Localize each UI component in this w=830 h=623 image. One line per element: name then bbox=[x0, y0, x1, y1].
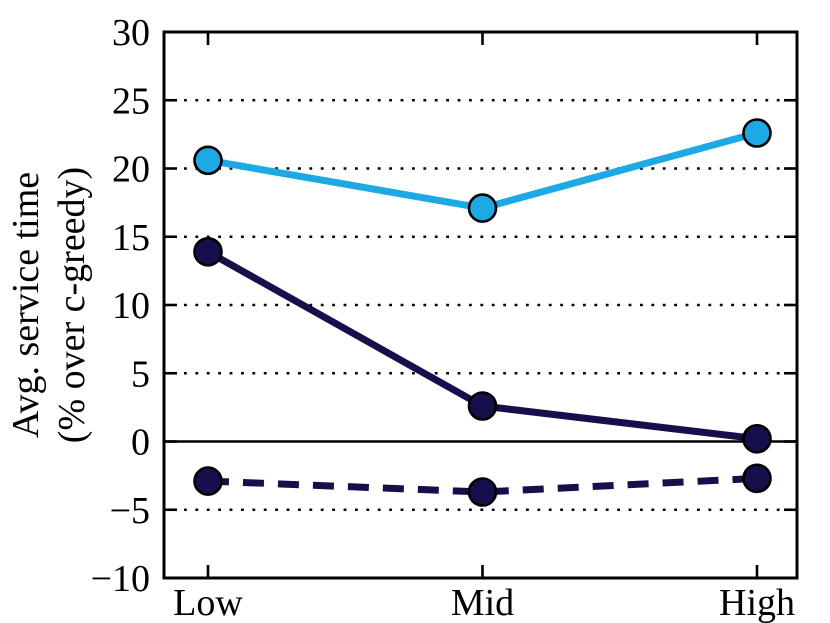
marker-light-blue-solid-mid bbox=[467, 193, 498, 223]
x-tick-label: High bbox=[719, 582, 795, 623]
x-tick-label: Mid bbox=[451, 582, 514, 623]
marker-navy-dashed-low bbox=[193, 466, 223, 496]
marker-navy-solid-mid bbox=[467, 391, 498, 421]
x-tick-label: Low bbox=[173, 582, 243, 623]
axis-labels-group: 30 25 20 15 10 5 0 −5 −10 Low Mid High Avg. service … bbox=[5, 12, 795, 623]
y-tick-label: −5 bbox=[110, 490, 150, 532]
marker-navy-dashed-mid bbox=[467, 477, 498, 507]
series-group bbox=[193, 118, 772, 507]
y-tick-label: 20 bbox=[112, 149, 150, 191]
y-tick-label: 10 bbox=[112, 285, 150, 327]
y-tick-label: 5 bbox=[131, 353, 150, 395]
y-tick-label: 30 bbox=[112, 12, 150, 54]
y-tick-label: 25 bbox=[112, 80, 150, 122]
y-axis-label-line1: Avg. service time bbox=[5, 172, 47, 438]
axes-group bbox=[162, 30, 799, 580]
y-tick-label: 15 bbox=[112, 217, 150, 259]
y-tick-label: −10 bbox=[91, 558, 150, 600]
marker-light-blue-solid-low bbox=[193, 145, 223, 176]
marker-light-blue-solid-high bbox=[742, 118, 772, 148]
y-tick-label: 0 bbox=[131, 422, 150, 464]
gridlines-group bbox=[164, 99, 797, 511]
series-line-navy-dashed bbox=[207, 474, 758, 496]
marker-navy-solid-low bbox=[193, 236, 223, 267]
marker-navy-dashed-high bbox=[742, 463, 772, 494]
marker-navy-solid-high bbox=[742, 423, 772, 454]
y-axis-label-line2: (% over c-greedy) bbox=[51, 167, 93, 443]
